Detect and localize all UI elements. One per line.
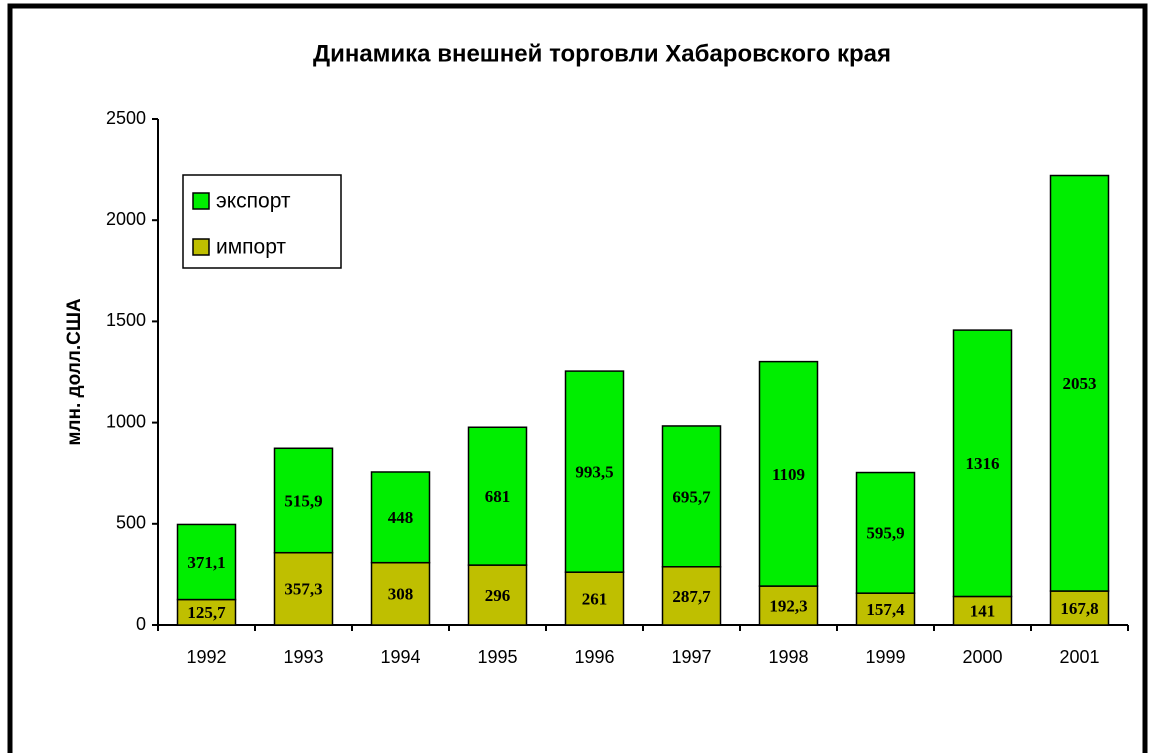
value-label: 357,3 xyxy=(284,580,322,599)
bar-segment xyxy=(952,329,1013,598)
x-tick-label: 1998 xyxy=(768,647,808,667)
bar-segment xyxy=(758,360,819,587)
bar-segment xyxy=(1049,174,1110,592)
x-tick-label: 1996 xyxy=(574,647,614,667)
x-tick-label: 1992 xyxy=(186,647,226,667)
bar-segment xyxy=(176,523,237,601)
value-label: 1109 xyxy=(772,465,805,484)
x-tick-label: 1993 xyxy=(283,647,323,667)
value-label: 993,5 xyxy=(575,463,613,482)
frame xyxy=(7,3,1148,753)
y-tick-label: 500 xyxy=(116,513,146,533)
x-tick-label: 2001 xyxy=(1059,647,1099,667)
x-tick-label: 1999 xyxy=(865,647,905,667)
y-tick-label: 1500 xyxy=(106,310,146,330)
value-label: 681 xyxy=(485,487,511,506)
value-label: 2053 xyxy=(1063,374,1097,393)
bar-segment xyxy=(370,561,431,626)
x-tick-label: 1997 xyxy=(671,647,711,667)
y-axis-label: млн. долл.США xyxy=(64,298,85,446)
x-tick-label: 1995 xyxy=(477,647,517,667)
bar-segment xyxy=(370,471,431,564)
value-label: 296 xyxy=(485,586,511,605)
bar-segment xyxy=(176,598,237,626)
value-label: 695,7 xyxy=(672,487,711,506)
y-tick-label: 2500 xyxy=(106,108,146,128)
value-label: 595,9 xyxy=(866,524,904,543)
bar-segment xyxy=(564,370,625,573)
legend-label: экспорт xyxy=(216,190,291,213)
bar-segment xyxy=(467,426,528,566)
bar-segment xyxy=(273,447,334,554)
x-tick-label: 1994 xyxy=(380,647,420,667)
y-tick-label: 1000 xyxy=(106,411,146,431)
y-tick-label: 0 xyxy=(136,614,146,634)
bar-segment xyxy=(1049,590,1110,626)
value-label: 287,7 xyxy=(672,587,711,606)
bar-segment xyxy=(855,592,916,626)
value-label: 167,8 xyxy=(1060,599,1098,618)
value-label: 192,3 xyxy=(769,596,807,615)
bar-segment xyxy=(855,471,916,594)
legend-swatch xyxy=(192,238,210,256)
chart-title: Динамика внешней торговли Хабаровского к… xyxy=(313,40,891,67)
bar-segment xyxy=(758,585,819,626)
value-label: 261 xyxy=(582,589,608,608)
value-label: 141 xyxy=(970,602,996,621)
value-label: 371,1 xyxy=(187,553,225,572)
bar-segment xyxy=(661,566,722,626)
bar-segment xyxy=(273,551,334,626)
y-tick-label: 2000 xyxy=(106,209,146,229)
value-label: 448 xyxy=(388,508,414,527)
bar-segment xyxy=(661,425,722,568)
value-label: 125,7 xyxy=(187,603,226,622)
legend-swatch xyxy=(192,192,210,210)
x-tick-label: 2000 xyxy=(962,647,1002,667)
bar-segment xyxy=(952,595,1013,626)
value-label: 515,9 xyxy=(284,491,322,510)
value-label: 157,4 xyxy=(866,600,905,619)
value-label: 1316 xyxy=(966,454,1000,473)
legend-label: импорт xyxy=(216,236,286,259)
bar-segment xyxy=(564,571,625,626)
value-label: 308 xyxy=(388,585,414,604)
bar-segment xyxy=(467,564,528,626)
